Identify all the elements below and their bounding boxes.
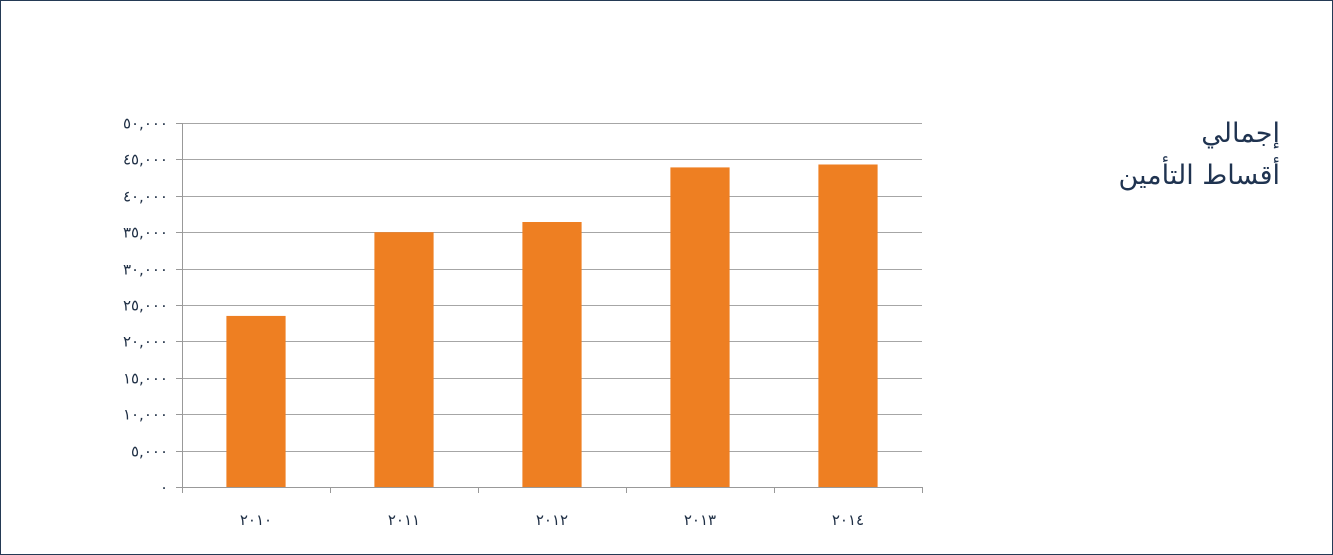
chart-title-line-1: إجمالي [1201, 118, 1280, 149]
axes [176, 123, 923, 493]
y-tick-label: ٤٠,٠٠٠ [123, 188, 168, 206]
y-tick-label: ٥٠,٠٠٠ [123, 115, 168, 133]
y-tick-label: ٠ [160, 479, 168, 497]
bar [226, 315, 286, 487]
tick-labels: ٠ ٥,٠٠٠ ١٠,٠٠٠ ١٥,٠٠٠ ٢٠,٠٠٠ ٢٥,٠٠٠ ٣٠,٠٠٠ ٣٥,٠… [123, 115, 864, 530]
x-tick-label: ٢٠١٠ [240, 511, 272, 529]
bars [226, 164, 878, 487]
x-tick-label: ٢٠١٤ [832, 511, 864, 529]
y-tick-label: ٢٥,٠٠٠ [123, 297, 168, 315]
bar [670, 167, 730, 487]
x-tick-label: ٢٠١٢ [536, 511, 568, 529]
y-tick-label: ٤٥,٠٠٠ [123, 151, 168, 169]
y-tick-label: ٥,٠٠٠ [131, 443, 168, 461]
y-tick-label: ١٠,٠٠٠ [123, 406, 168, 424]
y-tick-label: ٣٠,٠٠٠ [123, 261, 168, 279]
x-tick-label: ٢٠١٣ [684, 511, 716, 529]
bar [374, 232, 434, 487]
y-tick-label: ١٥,٠٠٠ [123, 370, 168, 388]
chart-title-line-2: أقساط التأمين [1118, 160, 1280, 191]
bar [818, 164, 878, 487]
y-tick-label: ٢٠,٠٠٠ [123, 333, 168, 351]
bar [522, 222, 582, 487]
chart-title: إجمالي أقساط التأمين [1020, 113, 1280, 197]
y-tick-label: ٣٥,٠٠٠ [123, 224, 168, 242]
x-tick-label: ٢٠١١ [388, 511, 420, 529]
